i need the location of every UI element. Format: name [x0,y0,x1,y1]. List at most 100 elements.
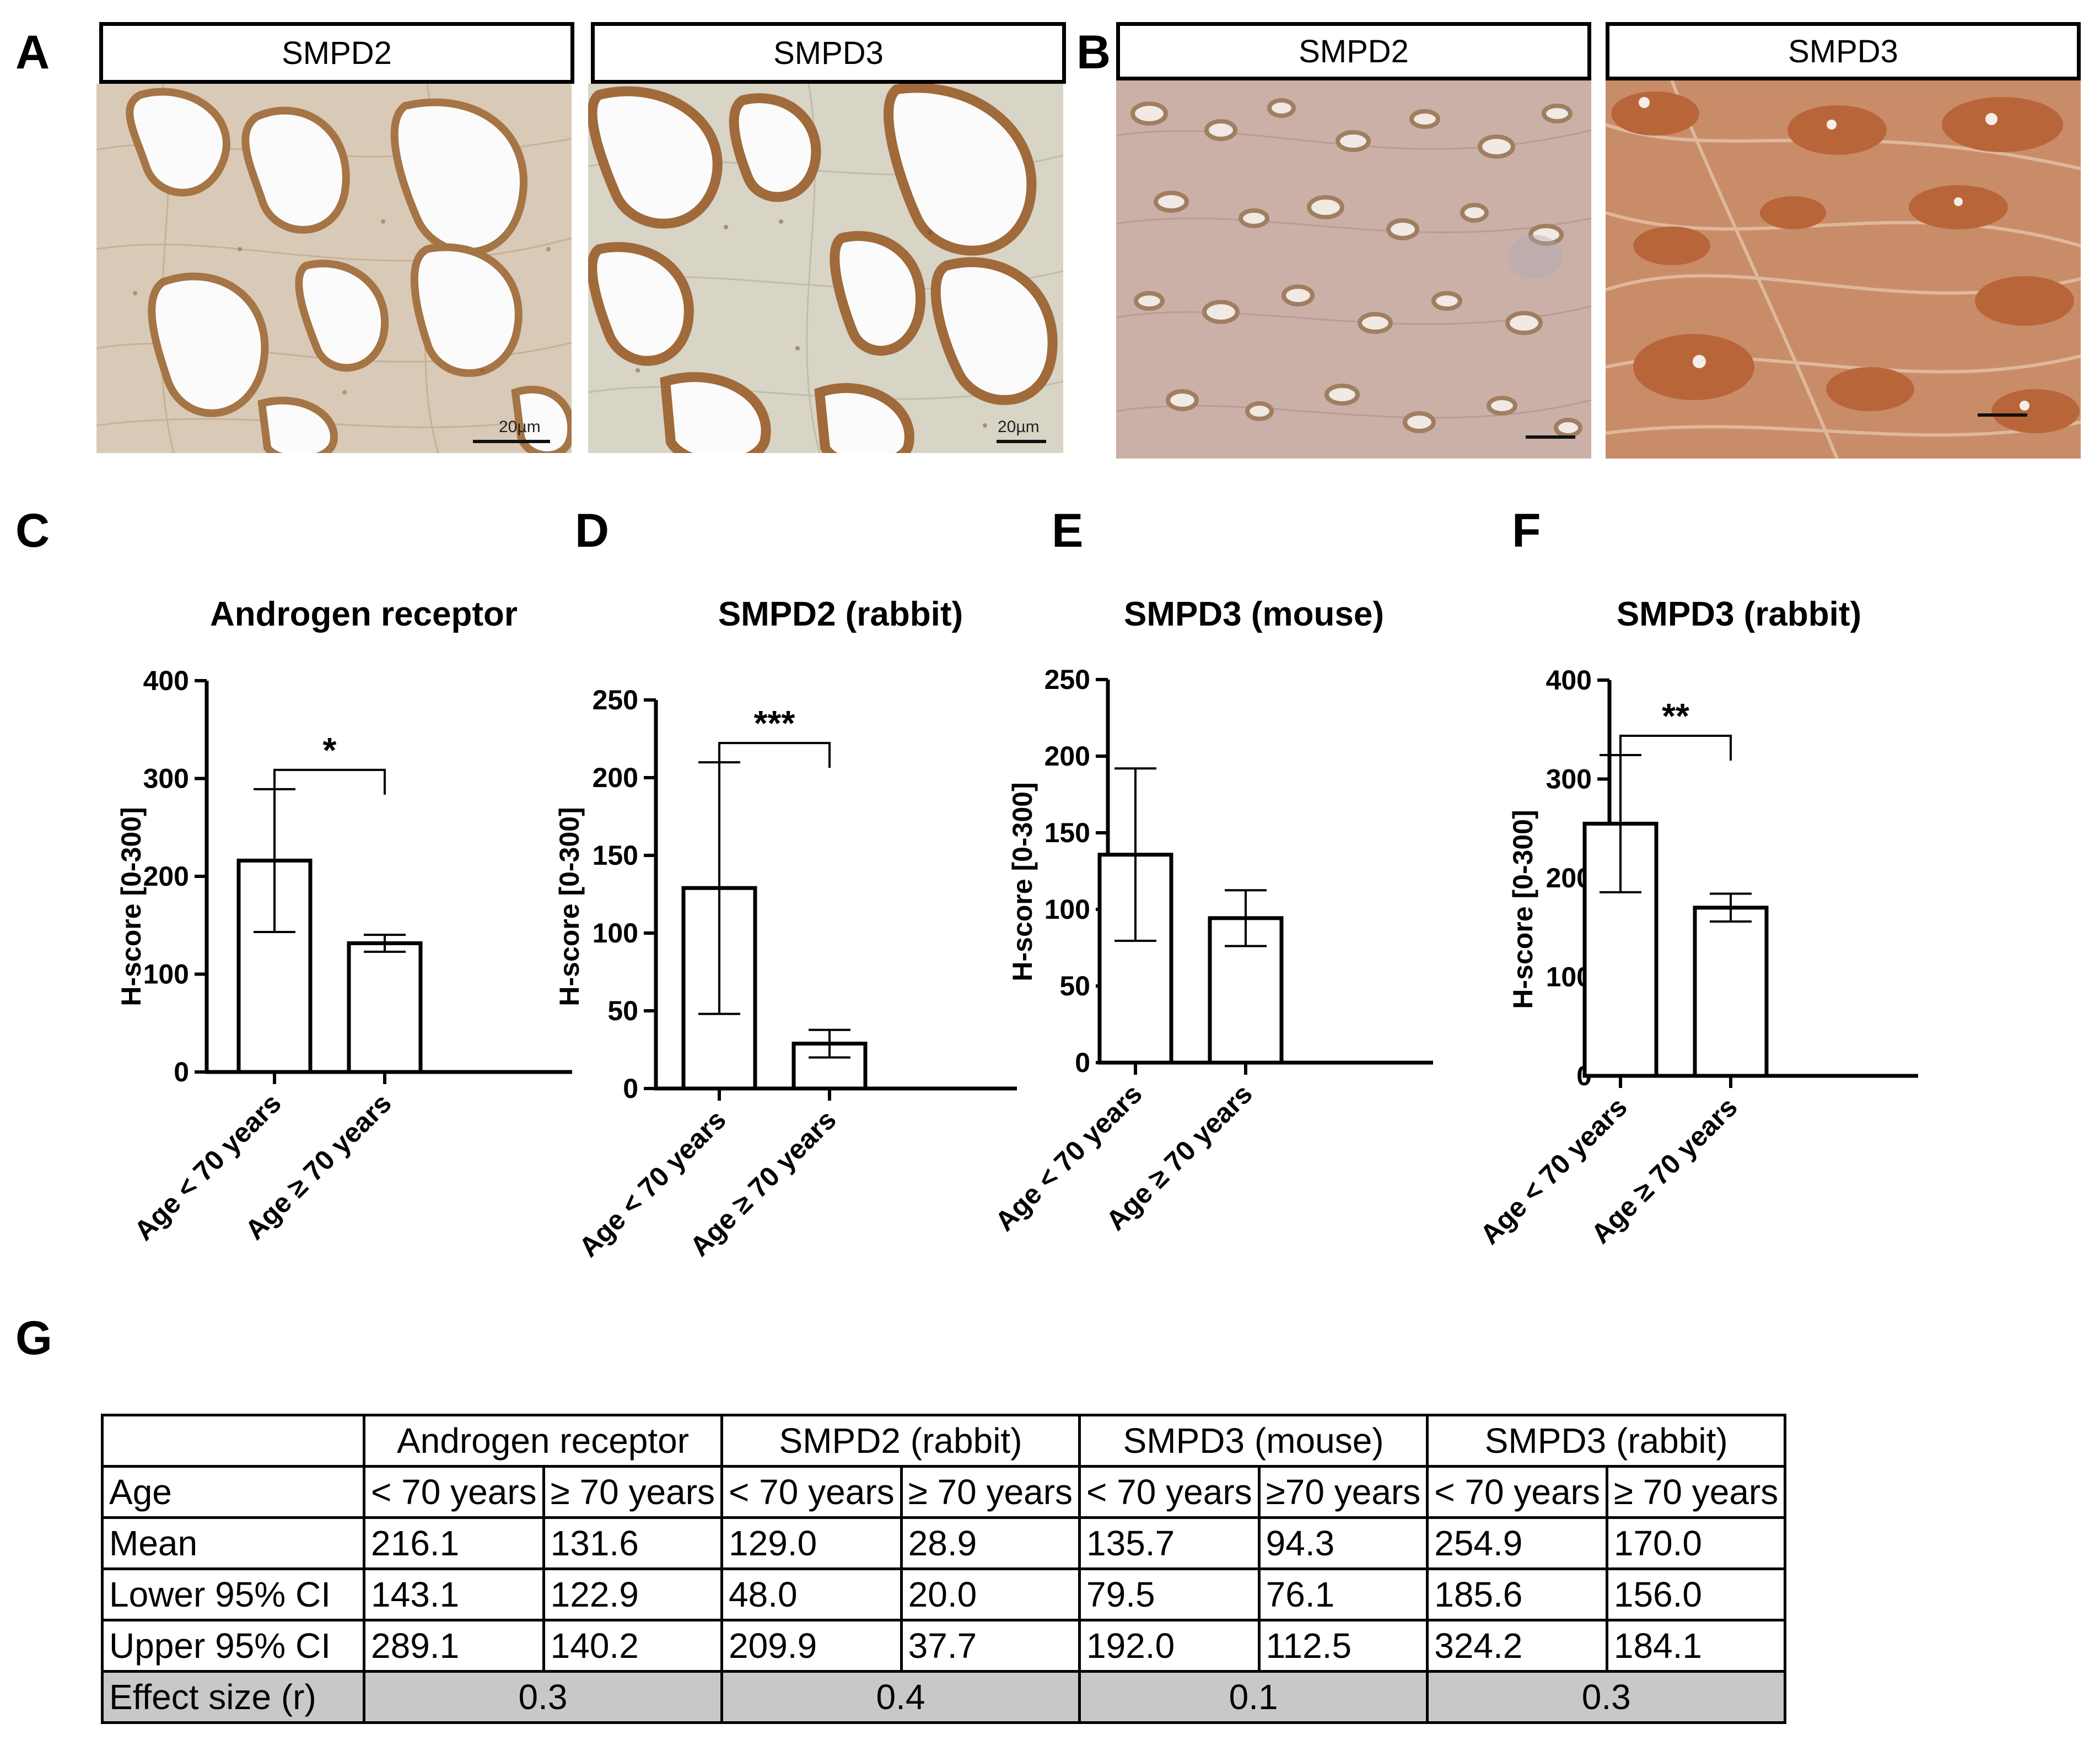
table-cell: 129.0 [720,1516,903,1570]
effect-size-cell: 0.3 [363,1670,723,1724]
significance-bracket [1619,735,1732,761]
table-cell: 185.6 [1426,1567,1608,1621]
table-age-cell: < 70 years [1078,1465,1261,1519]
chart-title: Androgen receptor [210,595,518,633]
table-cell: 122.9 [542,1567,724,1621]
table-header-row: Androgen receptor SMPD2 (rabbit) SMPD3 (… [101,1414,1787,1468]
y-axis-label: H-score [0-300] [116,807,147,1006]
y-tick-label: 200 [593,762,638,793]
table-cell: 112.5 [1257,1619,1429,1673]
micrograph-a-smpd2 [96,84,572,453]
panel-letter-g: G [15,1312,52,1365]
table-cell: 37.7 [900,1619,1081,1673]
label-a-smpd2: SMPD2 [99,22,574,84]
stats-table: Androgen receptor SMPD2 (rabbit) SMPD3 (… [101,1414,1787,1724]
y-tick-label: 400 [1546,665,1592,696]
table-row-label: Age [101,1465,365,1519]
micrograph-b-smpd3 [1606,80,2081,459]
panel-letter-d: D [575,504,610,557]
y-tick-label: 0 [623,1073,638,1104]
y-tick-label: 150 [1044,817,1090,848]
y-tick-label: 50 [607,995,638,1026]
effect-size-cell: 0.3 [1426,1670,1787,1724]
significance-marker: *** [754,703,795,743]
effect-size-cell: 0.4 [720,1670,1081,1724]
table-cell: 79.5 [1078,1567,1261,1621]
table-cell: 209.9 [720,1619,903,1673]
y-tick-label: 50 [1059,971,1090,1001]
table-cell: 140.2 [542,1619,724,1673]
y-tick-label: 100 [143,959,189,990]
table-row-upper-ci: Upper 95% CI 289.1 140.2 209.9 37.7 192.… [101,1619,1787,1673]
table-age-cell: < 70 years [720,1465,903,1519]
table-row-label: Upper 95% CI [101,1619,365,1673]
chart-smpd2-rabbit: SMPD2 (rabbit) 0 50 100 150 200 250 H-score [0-… [507,562,1017,1312]
significance-bracket [273,768,386,795]
y-tick-label: 0 [174,1057,189,1087]
scale-text-a1: 20µm [499,418,541,436]
chart-title: SMPD3 (mouse) [1124,595,1384,633]
table-age-cell: ≥ 70 years [1605,1465,1787,1519]
table-age-cell: ≥70 years [1257,1465,1429,1519]
significance-bracket [718,742,831,768]
table-cell: 94.3 [1257,1516,1429,1570]
table-cell: 28.9 [900,1516,1081,1570]
table-cell: 131.6 [542,1516,724,1570]
scale-bar-b2 [1978,413,2027,417]
table-row-mean: Mean 216.1 131.6 129.0 28.9 135.7 94.3 2… [101,1516,1787,1570]
micrograph-a-smpd3 [588,84,1063,453]
table-group-header: SMPD3 (mouse) [1078,1414,1429,1468]
table-cell: 184.1 [1605,1619,1787,1673]
y-axis-label: H-score [0-300] [1507,810,1538,1009]
micrograph-b-smpd2 [1116,80,1591,459]
scale-text-a2: 20µm [998,418,1040,436]
significance-marker: ** [1662,696,1689,736]
bar [1693,906,1769,1078]
label-b-smpd2: SMPD2 [1116,22,1591,80]
label-a-smpd3: SMPD3 [591,22,1066,84]
y-tick-label: 400 [143,665,189,696]
table-cell: 143.1 [363,1567,545,1621]
table-age-row: Age < 70 years ≥ 70 years < 70 years ≥ 7… [101,1465,1787,1519]
chart-title: SMPD2 (rabbit) [718,595,963,633]
panel-letter-f: F [1512,504,1541,557]
y-tick-label: 300 [143,763,189,794]
chart-smpd3-mouse: SMPD3 (mouse) 0 50 100 150 200 250 H-score [0-3… [989,562,1472,1312]
table-cell: 289.1 [363,1619,545,1673]
table-row-lower-ci: Lower 95% CI 143.1 122.9 48.0 20.0 79.5 … [101,1567,1787,1621]
y-tick-label: 0 [1075,1047,1090,1078]
y-tick-label: 100 [593,918,638,949]
table-cell: 170.0 [1605,1516,1787,1570]
y-tick-label: 200 [1044,741,1090,772]
table-cell: 324.2 [1426,1619,1608,1673]
table-age-cell: < 70 years [1426,1465,1608,1519]
y-tick-label: 250 [593,685,638,715]
table-cell: 254.9 [1426,1516,1608,1570]
table-cell: 192.0 [1078,1619,1261,1673]
y-axis-label: H-score [0-300] [1007,782,1038,981]
y-tick-label: 250 [1044,664,1090,695]
table-cell: 76.1 [1257,1567,1429,1621]
table-cell: 216.1 [363,1516,545,1570]
table-cell: 135.7 [1078,1516,1261,1570]
y-tick-label: 150 [593,840,638,871]
y-tick-label: 300 [1546,764,1592,795]
table-cell: 20.0 [900,1567,1081,1621]
scale-bar-a2 [997,440,1046,443]
bar [347,941,423,1074]
scale-bar-b1 [1526,435,1575,439]
table-age-cell: ≥ 70 years [900,1465,1081,1519]
table-cell: 48.0 [720,1567,903,1621]
table-row-label: Lower 95% CI [101,1567,365,1621]
table-row-effect-size: Effect size (r) 0.3 0.4 0.1 0.3 [101,1670,1787,1724]
table-age-cell: ≥ 70 years [542,1465,724,1519]
y-axis-label: H-score [0-300] [554,807,585,1006]
table-corner-cell [101,1414,365,1468]
label-b-smpd3: SMPD3 [1606,22,2081,80]
table-group-header: Androgen receptor [363,1414,723,1468]
panel-letter-b: B [1076,26,1111,79]
panel-letter-c: C [15,504,50,557]
table-row-label: Mean [101,1516,365,1570]
y-tick-label: 100 [1044,894,1090,925]
